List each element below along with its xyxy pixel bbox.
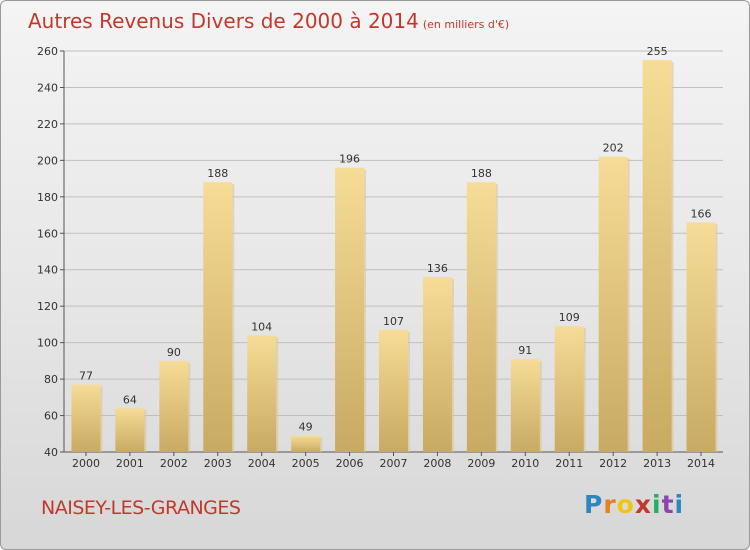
chart-subtitle: (en milliers d'€) [422, 18, 510, 31]
y-tick-label: 220 [37, 118, 58, 131]
bar-value-label: 166 [691, 207, 712, 220]
y-tick-label: 60 [44, 410, 58, 423]
x-tick-label: 2001 [116, 457, 144, 470]
x-tick-label: 2011 [555, 457, 583, 470]
bar-value-label: 77 [79, 370, 93, 383]
bar [203, 182, 233, 452]
x-tick-label: 2013 [643, 457, 671, 470]
bar-value-label: 188 [471, 167, 492, 180]
y-tick-label: 160 [37, 227, 58, 240]
bar-value-label: 196 [339, 153, 360, 166]
x-tick-label: 2000 [72, 457, 100, 470]
bar-value-label: 255 [647, 45, 668, 58]
logo-letter: P [584, 490, 604, 519]
bar-value-label: 109 [559, 311, 580, 324]
bar [335, 167, 365, 452]
bar-value-label: 104 [251, 320, 272, 333]
chart-title: Autres Revenus Divers de 2000 à 2014 (en … [28, 9, 509, 33]
bar [598, 156, 628, 452]
y-tick-label: 100 [37, 337, 58, 350]
bar [642, 60, 672, 452]
bar [466, 182, 496, 452]
bar-value-label: 202 [603, 142, 624, 155]
bar [510, 359, 540, 452]
x-tick-label: 2004 [248, 457, 276, 470]
bar [159, 360, 189, 452]
y-tick-label: 200 [37, 154, 58, 167]
bar-value-label: 49 [299, 421, 313, 434]
y-tick-label: 140 [37, 264, 58, 277]
bar [71, 384, 101, 452]
bar-value-label: 64 [123, 393, 137, 406]
bar-value-label: 90 [167, 346, 181, 359]
bar [379, 329, 408, 452]
logo-letter: o [616, 490, 635, 519]
y-tick-label: 80 [44, 373, 58, 386]
logo-letter: i [652, 490, 662, 519]
bar-value-label: 107 [383, 315, 404, 328]
bar-value-label: 91 [518, 344, 532, 357]
x-tick-label: 2008 [423, 457, 451, 470]
chart-title-text: Autres Revenus Divers de 2000 à 2014 [28, 9, 419, 33]
bar [422, 277, 452, 452]
x-tick-label: 2009 [467, 457, 495, 470]
bar-value-label: 136 [427, 262, 448, 275]
y-tick-label: 260 [37, 45, 58, 58]
x-tick-label: 2012 [599, 457, 627, 470]
commune-name: NAISEY-LES-GRANGES [41, 497, 241, 519]
bar [686, 222, 716, 452]
bar [247, 335, 277, 452]
x-tick-label: 2003 [204, 457, 232, 470]
x-tick-label: 2006 [336, 457, 364, 470]
x-tick-label: 2010 [511, 457, 539, 470]
x-tick-label: 2007 [380, 457, 408, 470]
bar [291, 435, 321, 452]
logo-letter: x [634, 490, 652, 519]
bar [115, 408, 145, 452]
bar [554, 326, 584, 452]
proxiti-logo: Proxiti [584, 490, 684, 519]
y-tick-label: 40 [44, 446, 58, 459]
logo-letter: r [603, 490, 617, 519]
x-tick-label: 2005 [292, 457, 320, 470]
y-tick-label: 120 [37, 300, 58, 313]
logo-letter: i [674, 490, 685, 519]
y-tick-label: 240 [37, 81, 58, 94]
bar-value-label: 188 [207, 167, 228, 180]
x-tick-label: 2014 [687, 457, 715, 470]
y-tick-label: 180 [37, 191, 58, 204]
logo-letter: t [661, 490, 675, 519]
x-tick-label: 2002 [160, 457, 188, 470]
